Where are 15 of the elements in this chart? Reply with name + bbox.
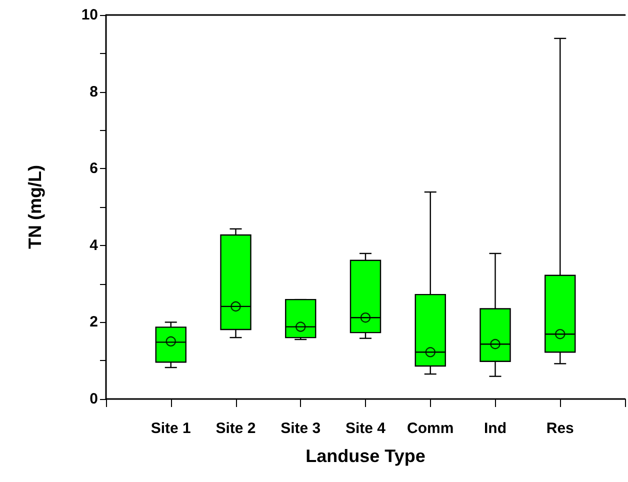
x-tick-label: Site 1	[150, 420, 191, 437]
y-tick-label: 4	[90, 236, 99, 254]
y-tick-label: 6	[90, 160, 98, 178]
y-tick-label: 10	[81, 6, 98, 24]
y-tick-label: 0	[90, 390, 98, 408]
x-tick-label: Site 3	[280, 420, 321, 437]
y-tick-label: 8	[90, 83, 98, 100]
x-tick-label: Comm	[407, 420, 454, 437]
y-axis-title: TN (mg/L)	[25, 165, 45, 249]
x-tick-label: Res	[546, 420, 574, 437]
x-axis-title: Landuse Type	[306, 446, 426, 466]
y-tick-label: 2	[90, 314, 98, 331]
x-tick-label: Site 2	[216, 420, 256, 437]
x-tick-label: Site 4	[345, 420, 386, 437]
x-tick-label: Ind	[484, 420, 506, 437]
